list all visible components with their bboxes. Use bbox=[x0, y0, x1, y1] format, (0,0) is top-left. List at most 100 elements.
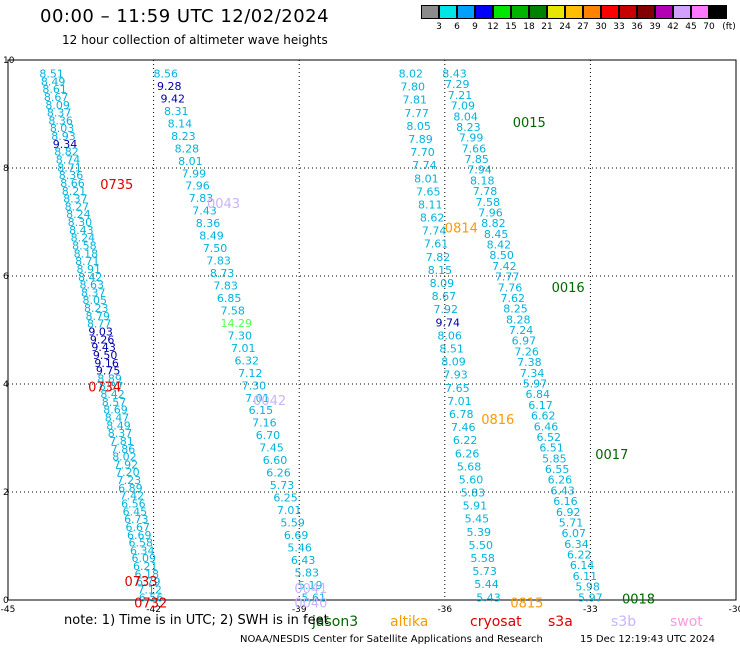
swh-value: 9.34 bbox=[53, 138, 78, 151]
swh-value: 7.83 bbox=[189, 192, 214, 205]
legend-s3b: s3b bbox=[611, 614, 636, 630]
color-scale-tick: 42 bbox=[667, 22, 679, 32]
swh-value: 8.37 bbox=[99, 380, 124, 393]
swh-value: 8.02 bbox=[399, 68, 424, 81]
color-swatch bbox=[457, 5, 475, 19]
swh-value: 6.09 bbox=[131, 552, 156, 565]
swh-value: 8.43 bbox=[442, 68, 467, 81]
swh-value: 7.86 bbox=[111, 443, 136, 456]
swh-value: 6.34 bbox=[564, 538, 589, 551]
swh-value: 7.30 bbox=[242, 379, 267, 392]
swh-value: 7.42 bbox=[492, 260, 517, 273]
legend-altika: altika bbox=[390, 614, 428, 630]
y-tick-label: 6 bbox=[3, 272, 9, 282]
color-swatch bbox=[511, 5, 529, 19]
swh-value: 7.26 bbox=[514, 345, 539, 358]
swh-value: 7.01 bbox=[245, 392, 270, 405]
pass-label: 0732 bbox=[134, 597, 167, 612]
color-swatch bbox=[709, 5, 727, 19]
swh-value: 5.58 bbox=[470, 552, 495, 565]
swh-value: 8.25 bbox=[503, 303, 528, 316]
track-2: 8.569.289.428.318.148.238.288.017.997.96… bbox=[153, 68, 326, 605]
swh-value: 6.46 bbox=[534, 420, 559, 433]
swh-value: 6.97 bbox=[512, 335, 537, 348]
color-swatch bbox=[529, 5, 547, 19]
swh-value: 8.36 bbox=[48, 114, 73, 127]
swh-value: 7.81 bbox=[109, 435, 134, 448]
color-swatch bbox=[637, 5, 655, 19]
swh-value: 8.79 bbox=[85, 310, 110, 323]
swh-value: 7.23 bbox=[117, 474, 142, 487]
x-tick-label: -36 bbox=[437, 605, 452, 615]
swh-value: 7.65 bbox=[416, 185, 441, 198]
swh-value: 8.01 bbox=[178, 155, 203, 168]
swh-value: 7.45 bbox=[259, 442, 284, 455]
swh-value: 8.47 bbox=[105, 411, 130, 424]
swh-value: 5.61 bbox=[302, 591, 327, 604]
pass-label: 0041 bbox=[294, 582, 327, 597]
color-scale-tick: 36 bbox=[631, 22, 643, 32]
swh-value: 8.01 bbox=[414, 172, 439, 185]
swh-value: 8.30 bbox=[68, 216, 93, 229]
swh-value: 7.12 bbox=[137, 583, 162, 596]
pass-label: 0815 bbox=[510, 597, 543, 612]
swh-value: 8.23 bbox=[171, 130, 196, 143]
swh-value: 5.85 bbox=[542, 452, 567, 465]
swh-value: 6.60 bbox=[263, 454, 288, 467]
swh-value: 8.04 bbox=[453, 110, 478, 123]
color-scale-tick: 24 bbox=[559, 22, 571, 32]
y-tick-label: 10 bbox=[3, 56, 15, 66]
swh-value: 8.82 bbox=[481, 217, 506, 230]
swh-value: 5.19 bbox=[298, 579, 323, 592]
swh-value: 8.11 bbox=[418, 198, 443, 211]
swh-value: 7.82 bbox=[426, 251, 451, 264]
page-title: 00:00 – 11:59 UTC 12/02/2024 bbox=[40, 6, 330, 27]
swh-value: 9.16 bbox=[94, 357, 119, 370]
swh-value: 8.51 bbox=[39, 68, 64, 81]
swh-value: 7.58 bbox=[476, 196, 501, 209]
swh-value: 5.60 bbox=[459, 473, 484, 486]
pass-label: 0043 bbox=[207, 197, 240, 212]
swh-value: 8.62 bbox=[420, 212, 445, 225]
color-scale-tick: 27 bbox=[577, 22, 589, 32]
swh-value: 5.73 bbox=[472, 565, 497, 578]
swh-value: 6.56 bbox=[121, 497, 146, 510]
satellite-legend: jason3 altika cryosat s3a s3b swot bbox=[311, 614, 703, 630]
swh-value: 8.73 bbox=[210, 267, 235, 280]
color-scale-tick: 3 bbox=[436, 22, 442, 32]
swh-value: 8.45 bbox=[484, 228, 509, 241]
swh-value: 8.14 bbox=[168, 117, 193, 130]
swh-value: 7.46 bbox=[451, 421, 476, 434]
swh-value: 7.92 bbox=[434, 303, 459, 316]
swh-value: 8.21 bbox=[62, 185, 87, 198]
track-1: 8.518.498.618.678.098.378.368.038.939.34… bbox=[39, 68, 163, 605]
color-scale-tick: 70 bbox=[703, 22, 715, 32]
swh-value: 7.01 bbox=[447, 395, 472, 408]
swh-value: 5.83 bbox=[294, 566, 319, 579]
y-tick-label: 4 bbox=[3, 380, 9, 390]
swh-value: 6.43 bbox=[291, 554, 316, 567]
pass-label: 0016 bbox=[552, 281, 585, 296]
swh-value: 8.03 bbox=[50, 122, 75, 135]
credit-line: NOAA/NESDIS Center for Satellite Applica… bbox=[240, 634, 543, 645]
swh-value: 7.74 bbox=[412, 159, 437, 172]
plot-frame bbox=[7, 59, 737, 601]
pass-label: 0042 bbox=[253, 394, 286, 409]
swh-value: 8.06 bbox=[437, 329, 462, 342]
swh-value: 5.71 bbox=[559, 516, 584, 529]
pass-label: 0040 bbox=[294, 597, 327, 612]
swh-value: 8.71 bbox=[75, 255, 100, 268]
swh-value: 6.17 bbox=[528, 399, 553, 412]
swh-value: 9.74 bbox=[435, 316, 460, 329]
swh-value: 6.79 bbox=[136, 576, 161, 589]
swh-value: 8.43 bbox=[69, 224, 94, 237]
swh-value: 8.42 bbox=[100, 388, 125, 401]
swh-value: 8.93 bbox=[51, 130, 76, 143]
swh-value: 8.49 bbox=[199, 230, 224, 243]
swh-value: 5.73 bbox=[270, 479, 295, 492]
swh-value: 6.73 bbox=[124, 513, 149, 526]
x-tick-label: -33 bbox=[583, 605, 598, 615]
pass-label: 0816 bbox=[481, 413, 514, 428]
swh-value: 8.77 bbox=[87, 318, 112, 331]
y-tick-label: 8 bbox=[3, 164, 9, 174]
